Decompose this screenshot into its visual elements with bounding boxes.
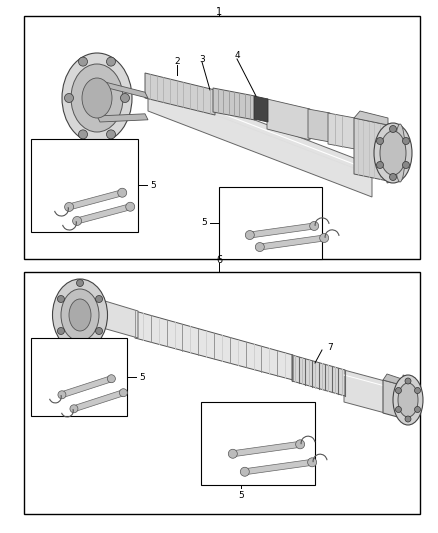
Text: 5: 5 <box>201 218 207 227</box>
Ellipse shape <box>69 299 91 331</box>
Ellipse shape <box>398 383 418 417</box>
Ellipse shape <box>61 289 99 341</box>
Ellipse shape <box>320 233 328 243</box>
Ellipse shape <box>377 161 384 168</box>
Polygon shape <box>259 235 325 250</box>
Ellipse shape <box>126 202 135 211</box>
Polygon shape <box>383 374 405 386</box>
Ellipse shape <box>405 378 411 384</box>
Text: 7: 7 <box>327 343 333 352</box>
Ellipse shape <box>120 93 130 102</box>
Ellipse shape <box>53 279 107 351</box>
Text: 4: 4 <box>234 52 240 61</box>
Ellipse shape <box>62 53 132 143</box>
Polygon shape <box>383 380 405 419</box>
Ellipse shape <box>77 279 84 287</box>
Ellipse shape <box>395 124 405 182</box>
Text: 2: 2 <box>174 58 180 67</box>
Ellipse shape <box>307 458 317 467</box>
Ellipse shape <box>389 125 396 133</box>
Ellipse shape <box>377 138 384 144</box>
Text: 5: 5 <box>150 181 156 190</box>
Ellipse shape <box>64 203 74 212</box>
Ellipse shape <box>70 405 78 413</box>
Ellipse shape <box>57 295 64 303</box>
Text: 6: 6 <box>216 255 222 265</box>
Polygon shape <box>308 109 330 142</box>
Ellipse shape <box>120 389 127 397</box>
Polygon shape <box>76 204 131 224</box>
Ellipse shape <box>389 174 396 181</box>
Polygon shape <box>97 114 148 122</box>
Ellipse shape <box>95 295 102 303</box>
Ellipse shape <box>396 407 402 413</box>
Polygon shape <box>387 123 400 183</box>
Ellipse shape <box>58 391 66 399</box>
Ellipse shape <box>82 78 112 118</box>
Polygon shape <box>213 88 255 120</box>
Ellipse shape <box>414 387 420 393</box>
Bar <box>201 402 315 485</box>
Ellipse shape <box>405 416 411 422</box>
Polygon shape <box>328 113 355 149</box>
Ellipse shape <box>78 57 88 66</box>
Ellipse shape <box>255 243 264 252</box>
Text: 5: 5 <box>238 490 244 499</box>
Ellipse shape <box>106 57 116 66</box>
Ellipse shape <box>73 216 81 225</box>
Ellipse shape <box>64 93 74 102</box>
Ellipse shape <box>245 231 254 239</box>
Ellipse shape <box>380 131 406 175</box>
Polygon shape <box>148 79 372 197</box>
Polygon shape <box>403 375 415 423</box>
Ellipse shape <box>393 375 423 425</box>
Ellipse shape <box>296 440 305 449</box>
Ellipse shape <box>57 327 64 335</box>
Ellipse shape <box>403 161 410 168</box>
Ellipse shape <box>403 138 410 144</box>
Ellipse shape <box>228 449 237 458</box>
Bar <box>31 338 127 416</box>
Polygon shape <box>344 370 385 413</box>
Ellipse shape <box>77 343 84 351</box>
Ellipse shape <box>95 327 102 335</box>
Polygon shape <box>97 80 148 98</box>
Polygon shape <box>292 355 345 396</box>
Text: 5: 5 <box>139 373 145 382</box>
Polygon shape <box>61 376 112 398</box>
Polygon shape <box>244 459 313 475</box>
Text: 1: 1 <box>216 7 222 17</box>
Bar <box>24 16 420 259</box>
Ellipse shape <box>118 188 127 197</box>
Ellipse shape <box>106 130 116 139</box>
Ellipse shape <box>78 130 88 139</box>
Bar <box>219 187 322 259</box>
Bar <box>31 139 138 232</box>
Ellipse shape <box>414 407 420 413</box>
Polygon shape <box>354 111 388 125</box>
Text: 3: 3 <box>199 54 205 63</box>
Polygon shape <box>254 96 268 122</box>
Ellipse shape <box>396 387 402 393</box>
Polygon shape <box>71 283 88 346</box>
Ellipse shape <box>310 222 319 230</box>
Polygon shape <box>68 190 123 210</box>
Ellipse shape <box>240 467 249 477</box>
Polygon shape <box>135 311 293 380</box>
Polygon shape <box>73 390 124 411</box>
Ellipse shape <box>374 123 412 183</box>
Polygon shape <box>233 441 300 457</box>
Polygon shape <box>267 99 310 140</box>
Polygon shape <box>145 73 215 115</box>
Polygon shape <box>249 223 314 238</box>
Polygon shape <box>354 118 388 181</box>
Ellipse shape <box>107 375 115 383</box>
Ellipse shape <box>71 64 123 132</box>
Polygon shape <box>85 295 138 338</box>
Bar <box>24 272 420 514</box>
